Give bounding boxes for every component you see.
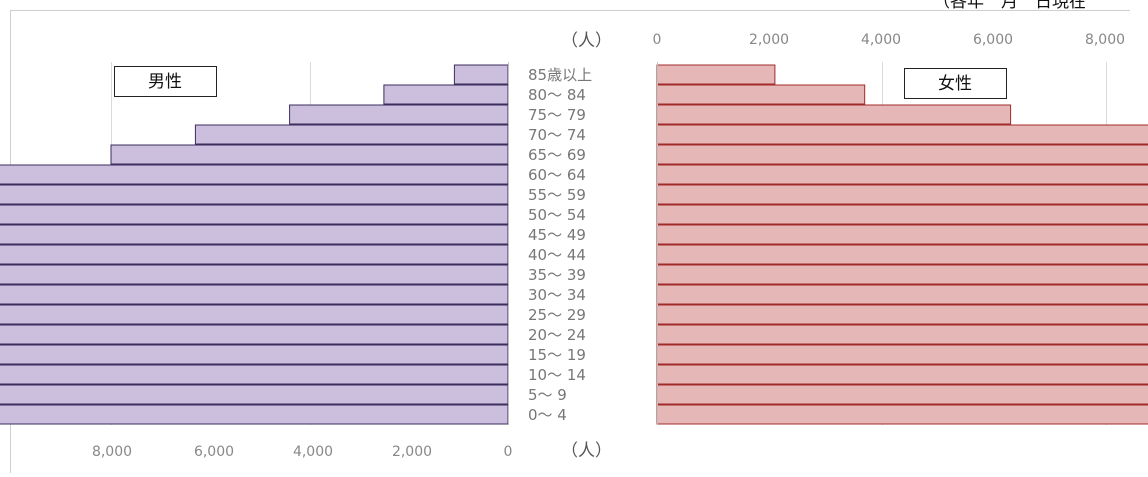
bar-female [656,404,1148,425]
age-label: 10～ 14 [528,366,586,384]
x-tick-label-left: 4,000 [293,444,333,460]
bar-female [656,204,1148,225]
bar-female [656,64,776,85]
x-tick-label-right: 4,000 [861,32,901,48]
age-label: 70～ 74 [528,126,586,144]
bar-male [0,244,509,265]
bar-female [656,224,1148,245]
bar-male [0,204,509,225]
bar-female [656,144,1148,165]
bar-male [0,344,509,365]
age-label: 80～ 84 [528,86,586,104]
bar-male [110,144,509,165]
age-label: 40～ 44 [528,246,586,264]
bar-male [0,304,509,325]
bar-female [656,104,1012,125]
age-label: 35～ 39 [528,266,586,284]
bar-female [656,324,1148,345]
bar-male [0,284,509,305]
x-tick-label-left: 2,000 [392,444,432,460]
bar-female [656,384,1148,405]
bar-male [0,384,509,405]
bar-male [0,184,509,205]
bar-male [453,64,509,85]
bar-male [194,124,509,145]
bar-female [656,344,1148,365]
bar-female [656,264,1148,285]
legend-label-male: 男性 [148,72,182,92]
bar-female [656,304,1148,325]
bar-male [383,84,509,105]
legend-box-male [114,66,217,97]
age-label: 15～ 19 [528,346,586,364]
age-label: 0～ 4 [528,406,567,424]
age-label: 60～ 64 [528,166,586,184]
bar-female [656,124,1148,145]
x-tick-label-right: 2,000 [749,32,789,48]
age-label: 5～ 9 [528,386,567,404]
bar-male [0,224,509,245]
age-label: 55～ 59 [528,186,586,204]
bar-female [656,364,1148,385]
x-tick-label-left: 0 [504,444,513,460]
legend-label-female: 女性 [938,74,972,94]
legend-box-female [904,68,1007,99]
bar-male [0,404,509,425]
x-tick-label-right: 6,000 [973,32,1013,48]
bar-female [656,164,1148,185]
unit-label-bottom: （人） [561,441,612,461]
age-label: 85歳以上 [528,66,592,84]
age-label: 50～ 54 [528,206,586,224]
age-label: 20～ 24 [528,326,586,344]
bar-male [0,324,509,345]
x-tick-label-left: 6,000 [194,444,234,460]
unit-label-top: （人） [561,31,612,51]
x-tick-label-left: 8,000 [92,444,132,460]
bar-male [0,164,509,185]
bar-female [656,184,1148,205]
age-label: 45～ 49 [528,226,586,244]
bar-female [656,284,1148,305]
age-label: 65～ 69 [528,146,586,164]
x-tick-label-right: 0 [653,32,662,48]
x-tick-label-right: 8,000 [1085,32,1125,48]
bar-male [0,264,509,285]
age-label: 75～ 79 [528,106,586,124]
age-label: 25～ 29 [528,306,586,324]
bar-male [289,104,509,125]
age-label: 30～ 34 [528,286,586,304]
bar-male [0,364,509,385]
bar-female [656,244,1148,265]
bar-female [656,84,866,105]
header-fragment: （各年 月 日現在 [933,0,1086,12]
